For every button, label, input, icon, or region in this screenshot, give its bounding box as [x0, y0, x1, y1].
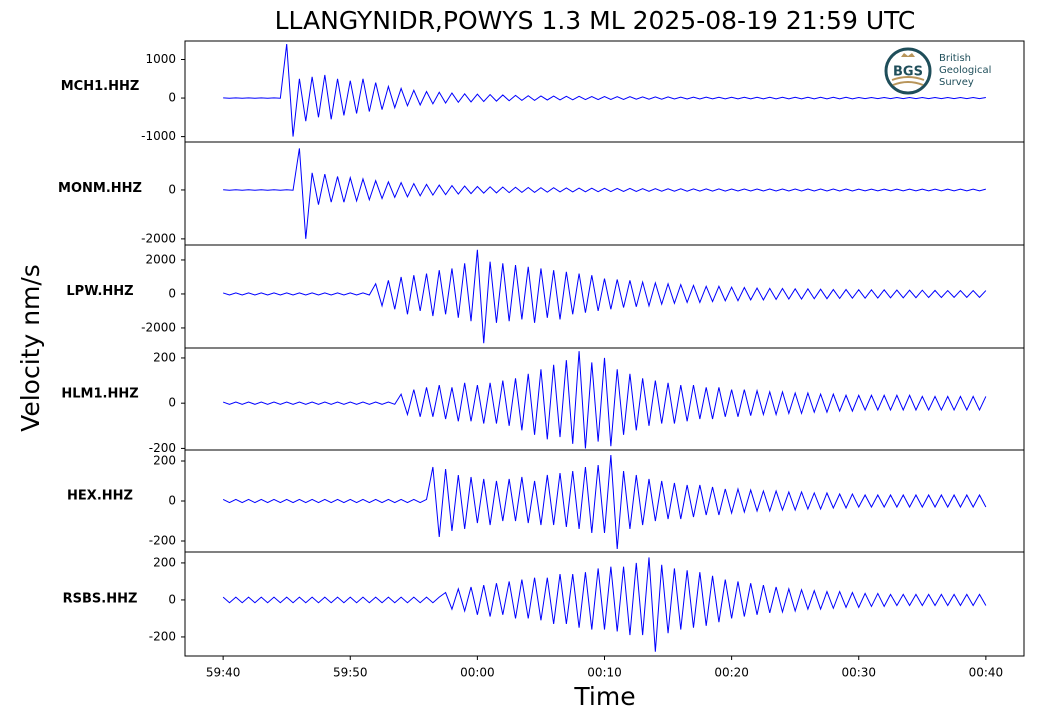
y-tick-label: 0: [168, 286, 176, 300]
y-tick-label: 2000: [145, 252, 176, 266]
waveform: [222, 351, 987, 449]
x-tick-label: 00:40: [969, 666, 1004, 680]
y-tick-label: 0: [168, 182, 176, 196]
panel-frame: [184, 141, 1025, 246]
y-axis-label: Velocity nm/s: [16, 264, 45, 432]
panel-frame: [184, 244, 1025, 349]
logo-crown: [901, 53, 915, 57]
logo: BGS British Geological Survey: [884, 47, 991, 95]
logo-waves: [891, 76, 925, 86]
y-tick-label: 0: [168, 494, 176, 508]
y-tick-label: 1000: [145, 52, 176, 66]
y-tick-label: 200: [153, 350, 176, 364]
station-label: MONM.HHZ: [58, 181, 142, 196]
x-tick-label: 00:00: [460, 666, 495, 680]
station-label: RSBS.HHZ: [63, 592, 138, 607]
station-label: HEX.HHZ: [67, 489, 133, 504]
y-tick-label: 0: [168, 592, 176, 606]
x-axis-label: Time: [573, 682, 635, 711]
station-label: MCH1.HHZ: [61, 79, 140, 94]
waveform: [222, 454, 987, 550]
logo-text: Survey: [939, 77, 974, 88]
y-tick-label: -2000: [141, 320, 176, 334]
y-tick-label: 0: [168, 396, 176, 410]
logo-abbr: BGS: [893, 65, 923, 80]
panel-frame: [184, 449, 1025, 553]
station-label: HLM1.HHZ: [61, 387, 138, 402]
y-tick-label: 200: [153, 454, 176, 468]
waveform: [222, 557, 987, 652]
y-tick-label: -200: [149, 441, 176, 455]
x-tick-label: 00:10: [587, 666, 622, 680]
waveform: [223, 148, 986, 239]
logo-text: British: [939, 53, 971, 64]
logo-text: Geological: [939, 65, 991, 76]
x-tick-label: 00:20: [714, 666, 749, 680]
y-tick-label: -200: [149, 534, 176, 548]
y-tick-label: -1000: [141, 129, 176, 143]
waveform: [223, 44, 986, 137]
x-tick-label: 59:50: [333, 666, 368, 680]
station-label: LPW.HHZ: [66, 284, 133, 299]
logo-ring: [884, 47, 932, 95]
y-tick-label: 200: [153, 555, 176, 569]
waveform: [222, 249, 987, 344]
x-tick-label: 59:40: [206, 666, 241, 680]
x-tick-label: 00:30: [841, 666, 876, 680]
chart-title: LLANGYNIDR,POWYS 1.3 ML 2025-08-19 21:59…: [275, 6, 916, 35]
y-tick-label: -200: [149, 629, 176, 643]
y-tick-label: -2000: [141, 231, 176, 245]
y-tick-label: 0: [168, 91, 176, 105]
